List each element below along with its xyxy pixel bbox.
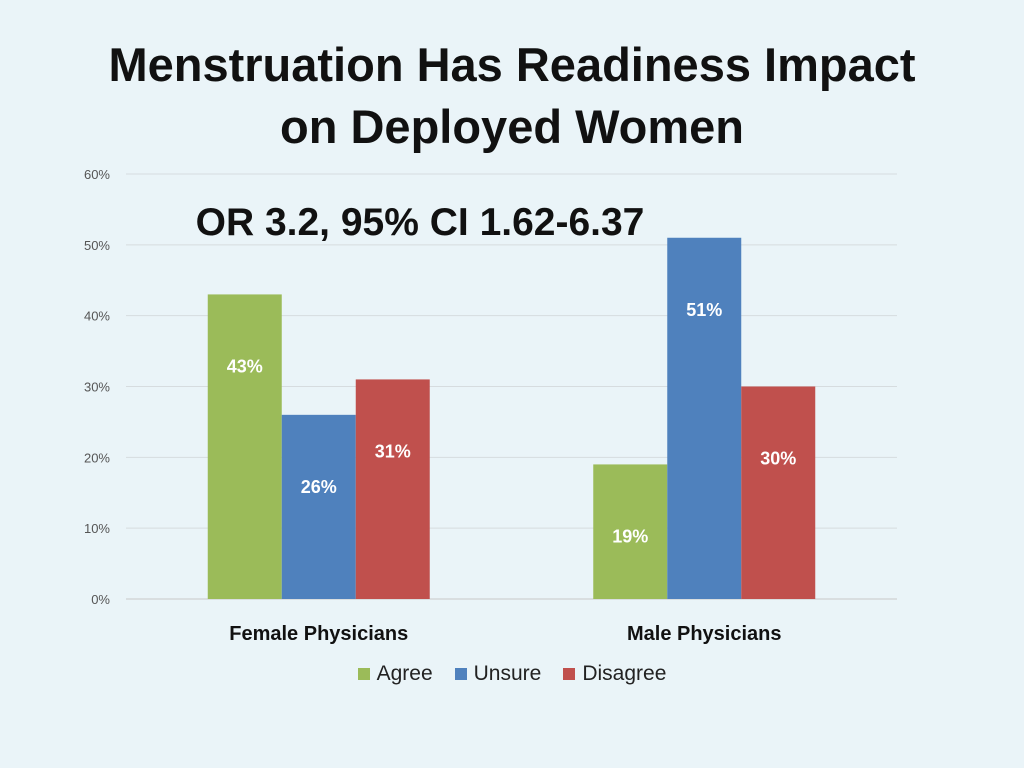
slide-title: Menstruation Has Readiness Impact on Dep…	[0, 34, 1024, 158]
x-category-label: Male Physicians	[627, 623, 782, 645]
bar-disagree-female	[355, 379, 430, 599]
bar-unsure-female	[281, 414, 356, 599]
y-tick-label: 20%	[84, 450, 110, 465]
legend-swatch-unsure	[454, 668, 467, 680]
y-tick-label: 0%	[91, 592, 110, 607]
data-label: 51%	[686, 300, 722, 320]
y-tick-label: 40%	[84, 309, 110, 324]
data-label: 43%	[227, 356, 263, 376]
data-label: 30%	[760, 449, 796, 469]
legend-item-disagree: Disagree	[563, 662, 666, 686]
data-label: 31%	[375, 441, 411, 461]
data-label: 19%	[612, 526, 648, 546]
legend-item-unsure: Unsure	[454, 662, 542, 686]
data-label: 26%	[301, 477, 337, 497]
legend-item-agree: Agree	[357, 662, 433, 686]
bar-unsure-male	[667, 237, 742, 599]
legend-label-unsure: Unsure	[473, 662, 542, 685]
legend-swatch-agree	[357, 668, 370, 680]
bar-agree-male	[593, 464, 668, 599]
slide-title-line-1: Menstruation Has Readiness Impact	[108, 38, 916, 91]
legend-label-disagree: Disagree	[582, 662, 667, 685]
y-tick-label: 10%	[84, 521, 110, 536]
y-tick-label: 60%	[84, 167, 110, 182]
x-category-label: Female Physicians	[229, 623, 408, 645]
chart-legend: Agree Unsure Disagree	[0, 662, 1024, 686]
y-tick-label: 30%	[84, 380, 110, 395]
slide-title-line-2: on Deployed Women	[280, 100, 744, 153]
bar-agree-female	[207, 294, 282, 599]
bar-disagree-male	[741, 386, 816, 599]
y-tick-label: 50%	[84, 238, 110, 253]
legend-label-agree: Agree	[376, 662, 433, 685]
legend-swatch-disagree	[563, 668, 576, 680]
odds-ratio-annotation: OR 3.2, 95% CI 1.62-6.37	[196, 201, 645, 244]
